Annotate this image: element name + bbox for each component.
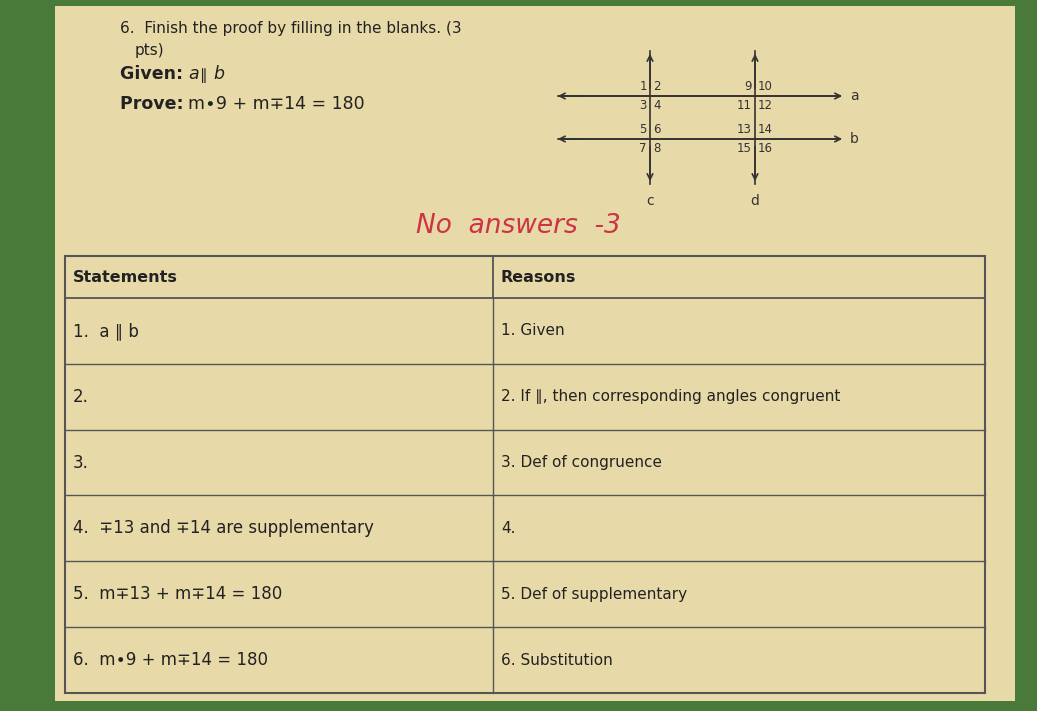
Text: Reasons: Reasons xyxy=(501,269,577,284)
Text: a: a xyxy=(188,65,199,83)
Text: 2: 2 xyxy=(653,80,661,93)
Text: 6.  Finish the proof by filling in the blanks. (3: 6. Finish the proof by filling in the bl… xyxy=(120,21,461,36)
Text: b: b xyxy=(213,65,224,83)
Text: pts): pts) xyxy=(135,43,165,58)
Text: 6. Substitution: 6. Substitution xyxy=(501,653,613,668)
Text: 14: 14 xyxy=(758,123,773,136)
Text: 2.: 2. xyxy=(73,387,89,406)
Text: 8: 8 xyxy=(653,142,661,155)
Text: 11: 11 xyxy=(737,99,752,112)
Text: No  answers  -3: No answers -3 xyxy=(416,213,620,239)
Text: m∙9 + m∓14 = 180: m∙9 + m∓14 = 180 xyxy=(188,95,365,113)
Text: c: c xyxy=(646,194,653,208)
Text: 4.  ∓13 and ∓14 are supplementary: 4. ∓13 and ∓14 are supplementary xyxy=(73,520,374,538)
Text: 1: 1 xyxy=(640,80,647,93)
Text: 3.: 3. xyxy=(73,454,89,471)
Text: 10: 10 xyxy=(758,80,773,93)
Text: 3. Def of congruence: 3. Def of congruence xyxy=(501,455,662,470)
Text: 4.: 4. xyxy=(501,521,515,536)
Text: Given:: Given: xyxy=(120,65,189,83)
Text: b: b xyxy=(850,132,859,146)
Text: 5: 5 xyxy=(640,123,647,136)
Text: ∥: ∥ xyxy=(200,68,207,83)
Text: d: d xyxy=(751,194,759,208)
Text: Prove:: Prove: xyxy=(120,95,190,113)
Text: 5. Def of supplementary: 5. Def of supplementary xyxy=(501,587,686,602)
Text: 6: 6 xyxy=(653,123,661,136)
Text: 16: 16 xyxy=(758,142,773,155)
Text: 1. Given: 1. Given xyxy=(501,324,564,338)
Text: 1.  a ∥ b: 1. a ∥ b xyxy=(73,322,139,340)
Text: 4: 4 xyxy=(653,99,661,112)
Text: 2. If ∥, then corresponding angles congruent: 2. If ∥, then corresponding angles congr… xyxy=(501,389,840,405)
Text: 13: 13 xyxy=(737,123,752,136)
Bar xyxy=(65,256,985,693)
Text: 9: 9 xyxy=(745,80,752,93)
Text: 6.  m∙9 + m∓14 = 180: 6. m∙9 + m∓14 = 180 xyxy=(73,651,268,669)
Text: 3: 3 xyxy=(640,99,647,112)
Text: 15: 15 xyxy=(737,142,752,155)
Text: Statements: Statements xyxy=(73,269,178,284)
Text: 7: 7 xyxy=(640,142,647,155)
Text: 5.  m∓13 + m∓14 = 180: 5. m∓13 + m∓14 = 180 xyxy=(73,585,282,603)
Text: 12: 12 xyxy=(758,99,773,112)
Text: a: a xyxy=(850,89,859,103)
